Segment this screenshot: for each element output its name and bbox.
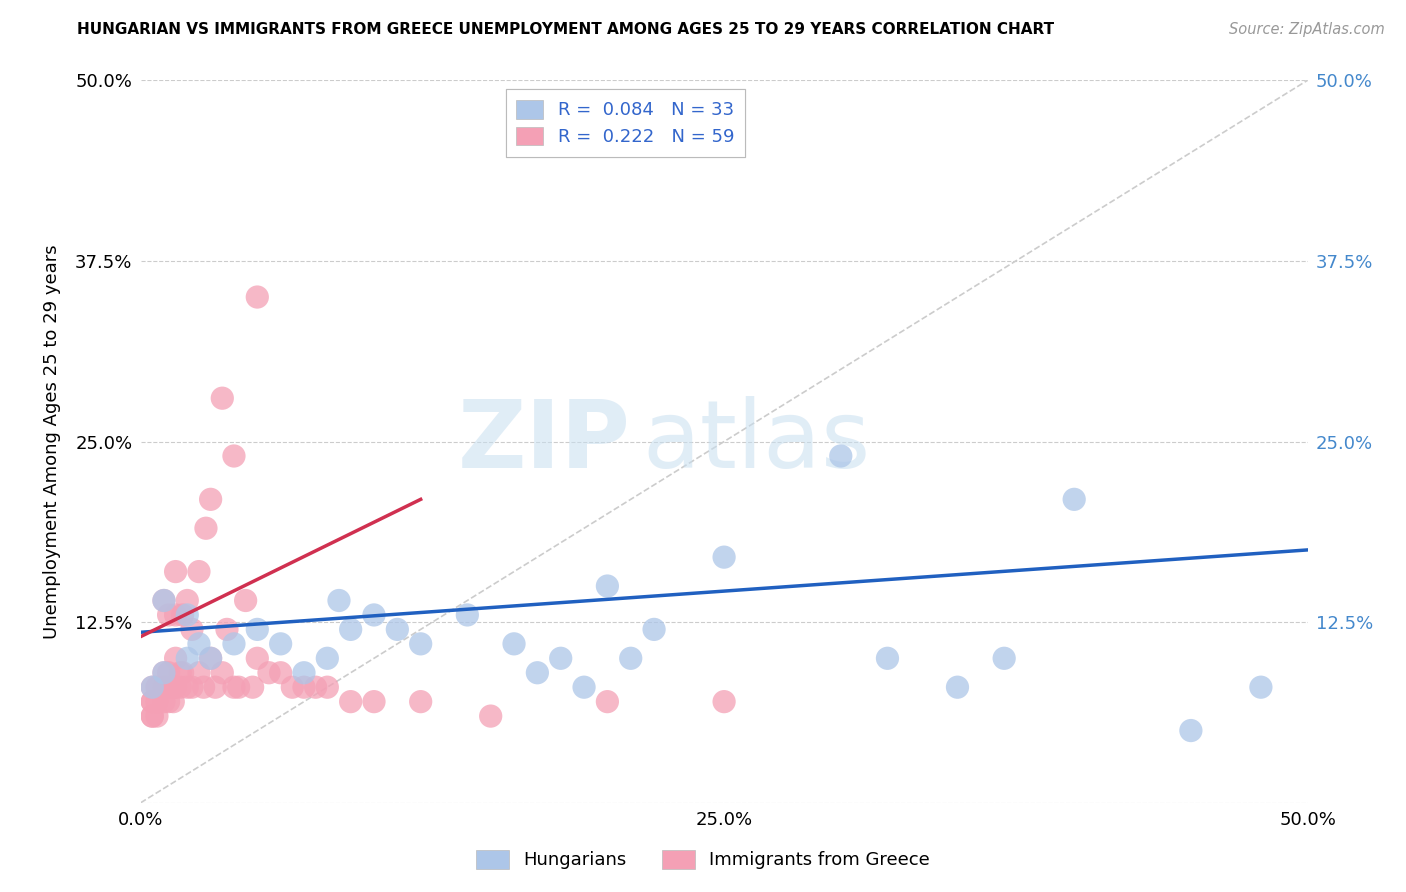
Point (526, 665, 548, 680)
Point (228, 680, 250, 694)
Point (165, 565, 187, 579)
Point (165, 680, 187, 694)
Point (387, 623, 409, 637)
Point (713, 550, 735, 565)
Point (153, 593, 176, 607)
Point (246, 290, 269, 304)
Y-axis label: Unemployment Among Ages 25 to 29 years: Unemployment Among Ages 25 to 29 years (44, 244, 60, 639)
Point (596, 695, 619, 709)
Legend: Hungarians, Immigrants from Greece: Hungarians, Immigrants from Greece (467, 841, 939, 879)
Point (456, 607, 478, 622)
Point (141, 709, 163, 723)
Point (409, 637, 432, 651)
Point (713, 695, 735, 709)
Point (946, 680, 969, 694)
Point (162, 695, 184, 709)
Point (165, 651, 187, 665)
Point (409, 695, 432, 709)
Point (157, 680, 180, 694)
Point (550, 651, 572, 665)
Point (176, 593, 198, 607)
Point (479, 709, 502, 723)
Point (211, 665, 233, 680)
Point (153, 695, 176, 709)
Point (339, 623, 361, 637)
Point (572, 680, 595, 694)
Point (1250, 680, 1272, 694)
Point (153, 680, 176, 694)
Point (194, 521, 217, 535)
Point (204, 680, 226, 694)
Point (176, 651, 198, 665)
Point (211, 391, 233, 405)
Point (153, 593, 176, 607)
Point (316, 651, 339, 665)
Point (141, 695, 163, 709)
Point (222, 680, 245, 694)
Point (242, 680, 264, 694)
Point (141, 695, 163, 709)
Point (270, 665, 292, 680)
Point (830, 449, 852, 463)
Point (141, 709, 163, 723)
Point (503, 637, 526, 651)
Point (153, 665, 176, 680)
Point (157, 665, 180, 680)
Text: Source: ZipAtlas.com: Source: ZipAtlas.com (1229, 22, 1385, 37)
Point (246, 651, 269, 665)
Point (292, 680, 315, 694)
Point (141, 680, 163, 694)
Point (146, 709, 169, 723)
Point (363, 695, 385, 709)
Point (200, 651, 222, 665)
Point (172, 665, 194, 680)
Point (620, 651, 643, 665)
Point (176, 680, 198, 694)
Point (643, 623, 665, 637)
Point (222, 637, 245, 651)
Point (876, 651, 898, 665)
Point (222, 449, 245, 463)
Point (157, 695, 180, 709)
Point (200, 492, 222, 507)
Point (188, 637, 211, 651)
Point (188, 665, 211, 680)
Point (176, 607, 198, 622)
Point (153, 665, 176, 680)
Point (993, 651, 1015, 665)
Point (1063, 492, 1085, 507)
Point (292, 665, 315, 680)
Point (596, 579, 619, 593)
Text: ZIP: ZIP (458, 395, 631, 488)
Point (339, 695, 361, 709)
Text: HUNGARIAN VS IMMIGRANTS FROM GREECE UNEMPLOYMENT AMONG AGES 25 TO 29 YEARS CORRE: HUNGARIAN VS IMMIGRANTS FROM GREECE UNEM… (77, 22, 1054, 37)
Legend: R =  0.084   N = 33, R =  0.222   N = 59: R = 0.084 N = 33, R = 0.222 N = 59 (506, 89, 745, 157)
Point (270, 637, 292, 651)
Point (141, 680, 163, 694)
Point (193, 680, 215, 694)
Point (162, 680, 184, 694)
Point (200, 651, 222, 665)
Point (165, 607, 187, 622)
Point (328, 593, 350, 607)
Point (169, 665, 191, 680)
Point (169, 680, 191, 694)
Point (257, 665, 280, 680)
Point (146, 680, 169, 694)
Point (157, 607, 180, 622)
Point (215, 623, 238, 637)
Point (181, 623, 204, 637)
Point (281, 680, 304, 694)
Point (1180, 723, 1202, 738)
Point (181, 680, 204, 694)
Text: atlas: atlas (643, 395, 870, 488)
Point (316, 680, 339, 694)
Point (188, 565, 211, 579)
Point (235, 593, 257, 607)
Point (172, 607, 194, 622)
Point (146, 695, 169, 709)
Point (246, 623, 269, 637)
Point (363, 607, 385, 622)
Point (305, 680, 328, 694)
